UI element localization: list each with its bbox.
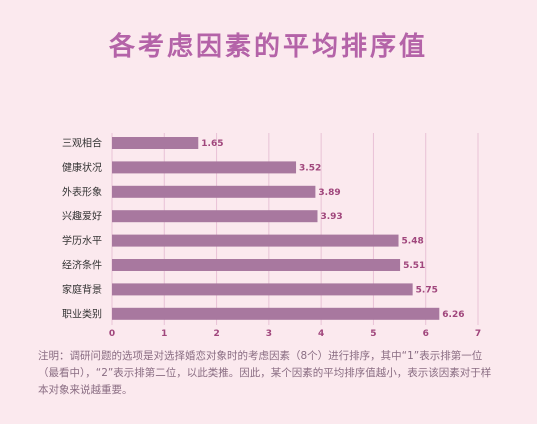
category-label: 家庭背景 xyxy=(62,283,102,296)
x-tick-label: 3 xyxy=(266,329,272,339)
bar xyxy=(112,185,316,198)
category-label: 职业类别 xyxy=(62,307,102,320)
bar xyxy=(112,161,297,174)
category-label: 学历水平 xyxy=(62,234,102,247)
data-label: 6.26 xyxy=(442,310,464,320)
bar xyxy=(112,234,399,247)
x-tick-label: 5 xyxy=(370,329,376,339)
data-label: 1.65 xyxy=(201,139,223,149)
x-tick-label: 0 xyxy=(109,329,115,339)
x-tick-label: 4 xyxy=(318,329,324,339)
category-label: 健康状况 xyxy=(62,161,102,174)
data-label: 3.52 xyxy=(299,163,321,173)
data-label: 3.89 xyxy=(318,188,340,198)
chart-note: 注明：调研问题的选项是对选择婚恋对象时的考虑因素（8个）进行排序，其中“1”表示… xyxy=(38,350,492,396)
category-label: 外表形象 xyxy=(62,185,102,198)
bar xyxy=(112,283,413,296)
chart-title: 各考虑因素的平均排序值 xyxy=(108,32,428,62)
bar xyxy=(112,307,440,320)
category-label: 经济条件 xyxy=(62,259,102,272)
bar-chart: 0 1 2 3 4 5 6 7 三观相合 1.65 健康状况 3.52 外表形象 3.89 兴趣爱好 3.93… xyxy=(62,133,481,339)
data-label: 3.93 xyxy=(320,212,342,222)
x-tick-label: 6 xyxy=(423,329,429,339)
bar xyxy=(112,210,318,223)
data-label: 5.48 xyxy=(402,237,424,247)
category-label: 三观相合 xyxy=(62,137,102,150)
data-label: 5.75 xyxy=(416,285,438,295)
x-tick-label: 1 xyxy=(161,329,167,339)
x-tick-label: 7 xyxy=(475,329,481,339)
data-label: 5.51 xyxy=(403,261,425,271)
bar xyxy=(112,259,401,271)
bar xyxy=(112,137,199,149)
x-tick-label: 2 xyxy=(213,329,219,339)
category-label: 兴趣爱好 xyxy=(62,210,102,223)
